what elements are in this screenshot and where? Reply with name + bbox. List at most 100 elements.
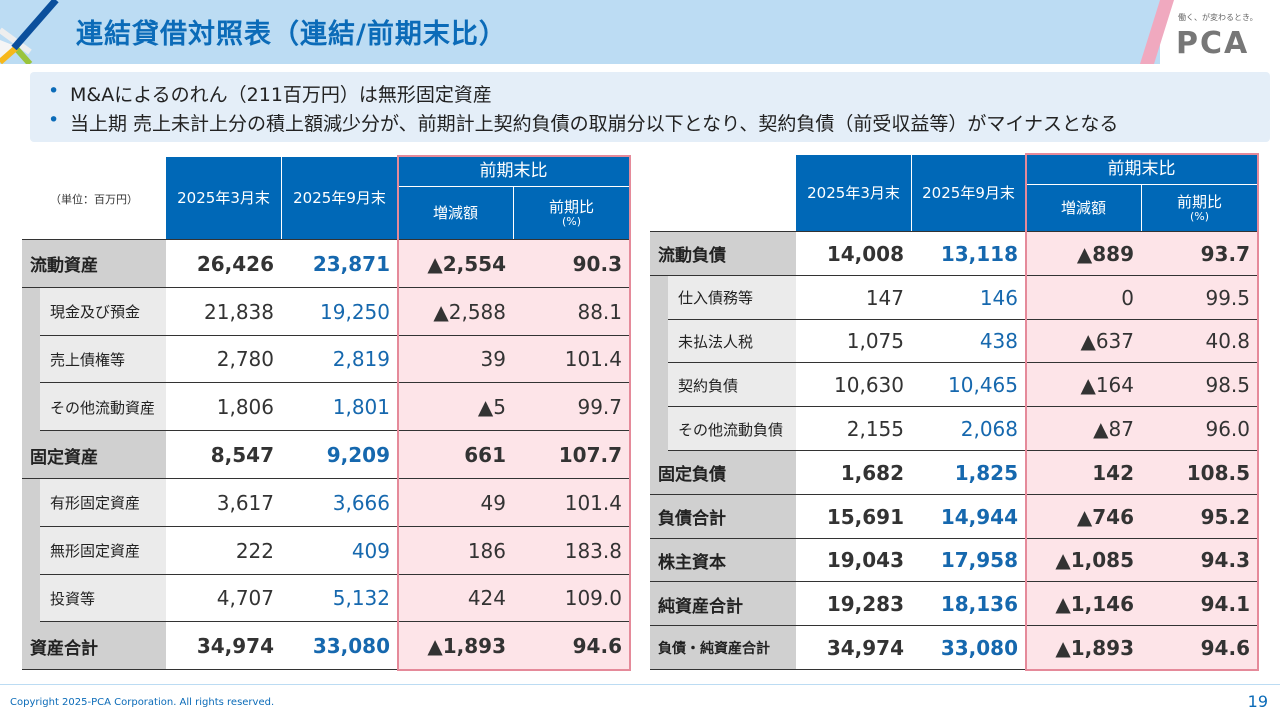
value-diff: ▲746 (1026, 494, 1142, 539)
value-ratio: 109.0 (514, 574, 630, 623)
pca-logo: PCA (1176, 26, 1250, 61)
copyright: Copyright 2025-PCA Corporation. All righ… (10, 697, 275, 708)
value-mar: 21,838 (204, 299, 274, 324)
row-label: 流動負債 (650, 232, 796, 276)
value-diff: ▲5 (398, 383, 514, 432)
value-diff: ▲1,893 (1026, 626, 1142, 670)
ratio-label: 前期比 (1176, 192, 1222, 211)
row-divider (668, 450, 1258, 451)
header-divider (650, 231, 1258, 232)
row-divider (668, 406, 1258, 408)
col-header-mar: 2025年3月末 (796, 155, 912, 232)
value-sep: 14,944 (940, 504, 1018, 529)
value-mar: 1,806 (216, 395, 274, 420)
value-ratio: 99.5 (1142, 275, 1258, 320)
page-title: 連結貸借対照表（連結/前期末比） (76, 19, 507, 50)
row-divider (40, 621, 630, 623)
ratio-unit: (%) (1189, 209, 1210, 223)
row-divider (22, 286, 630, 288)
value-diff: ▲637 (1026, 319, 1142, 364)
row-divider (668, 362, 1258, 364)
value-sep: 2,068 (960, 417, 1018, 442)
value-ratio: 95.2 (1142, 494, 1258, 539)
value-diff: ▲1,146 (1026, 582, 1142, 627)
header-divider (22, 239, 630, 240)
row-indent (22, 526, 40, 575)
row-label: 未払法人税 (668, 319, 796, 364)
value-ratio: 183.8 (514, 526, 630, 575)
bullet-item: M&Aによるのれん（211百万円）は無形固定資産 (48, 80, 1270, 109)
row-divider (650, 493, 1258, 495)
value-ratio: 40.8 (1142, 319, 1258, 364)
row-indent (22, 287, 40, 336)
col-header-ratio: 前期比 (%) (514, 187, 630, 240)
row-divider (668, 318, 1258, 320)
value-sep: 3,666 (332, 490, 390, 515)
value-mar: 26,426 (196, 251, 274, 276)
row-divider (40, 430, 630, 432)
title-bar (0, 0, 1160, 64)
row-label: 負債合計 (650, 494, 796, 539)
value-diff: ▲2,554 (398, 240, 514, 288)
row-divider (40, 382, 630, 384)
value-sep: 13,118 (940, 241, 1018, 266)
row-label: その他流動資産 (40, 383, 166, 432)
value-sep: 23,871 (312, 251, 390, 276)
value-sep: 19,250 (320, 299, 390, 324)
value-mar: 222 (235, 538, 274, 563)
col-header-group: 前期末比 (398, 157, 630, 187)
row-label: その他流動負債 (668, 407, 796, 451)
value-diff: 142 (1026, 451, 1142, 495)
value-mar: 8,547 (210, 443, 274, 468)
value-mar: 19,283 (826, 592, 904, 617)
row-divider (650, 274, 1258, 276)
value-mar: 147 (865, 285, 904, 310)
row-divider (650, 669, 1258, 670)
value-diff: 424 (398, 574, 514, 623)
row-indent (22, 383, 40, 432)
value-diff: 0 (1026, 275, 1142, 320)
row-label: 資産合計 (22, 622, 166, 671)
value-mar: 34,974 (196, 634, 274, 659)
value-diff: ▲87 (1026, 407, 1142, 451)
value-diff: 661 (398, 431, 514, 479)
row-label: 投資等 (40, 574, 166, 623)
value-mar: 19,043 (826, 548, 904, 573)
value-sep: 33,080 (940, 636, 1018, 661)
row-divider (40, 525, 630, 527)
row-label: 負債・純資産合計 (650, 626, 796, 670)
summary-bullets: M&Aによるのれん（211百万円）は無形固定資産 当上期 売上未計上分の積上額減… (30, 72, 1270, 142)
value-sep: 18,136 (940, 592, 1018, 617)
value-ratio: 88.1 (514, 287, 630, 336)
row-indent (650, 363, 668, 408)
unit-label: （単位：百万円） (50, 192, 138, 206)
value-diff: ▲2,588 (398, 287, 514, 336)
value-mar: 15,691 (826, 504, 904, 529)
value-mar: 14,008 (826, 241, 904, 266)
col-header-group: 前期末比 (1026, 155, 1258, 185)
row-divider (40, 573, 630, 575)
value-ratio: 94.6 (514, 622, 630, 671)
value-diff: 49 (398, 479, 514, 527)
pink-slash-decoration (1140, 0, 1174, 64)
value-diff: 186 (398, 526, 514, 575)
ratio-label: 前期比 (548, 197, 594, 216)
value-sep: 2,819 (332, 347, 390, 372)
row-label: 株主資本 (650, 538, 796, 583)
row-divider (40, 334, 630, 336)
row-indent (22, 574, 40, 623)
value-mar: 34,974 (826, 636, 904, 661)
value-mar: 2,155 (846, 417, 904, 442)
row-label: 現金及び預金 (40, 287, 166, 336)
row-label: 無形固定資産 (40, 526, 166, 575)
value-mar: 1,682 (840, 460, 904, 485)
value-ratio: 93.7 (1142, 232, 1258, 276)
value-ratio: 90.3 (514, 240, 630, 288)
value-sep: 17,958 (940, 548, 1018, 573)
row-label: 契約負債 (668, 363, 796, 408)
bullet-item: 当上期 売上未計上分の積上額減少分が、前期計上契約負債の取崩分以下となり、契約負… (48, 109, 1270, 138)
row-indent (650, 275, 668, 320)
row-indent (22, 479, 40, 527)
col-header-sep: 2025年9月末 (912, 155, 1026, 232)
col-header-diff: 増減額 (1026, 185, 1142, 232)
